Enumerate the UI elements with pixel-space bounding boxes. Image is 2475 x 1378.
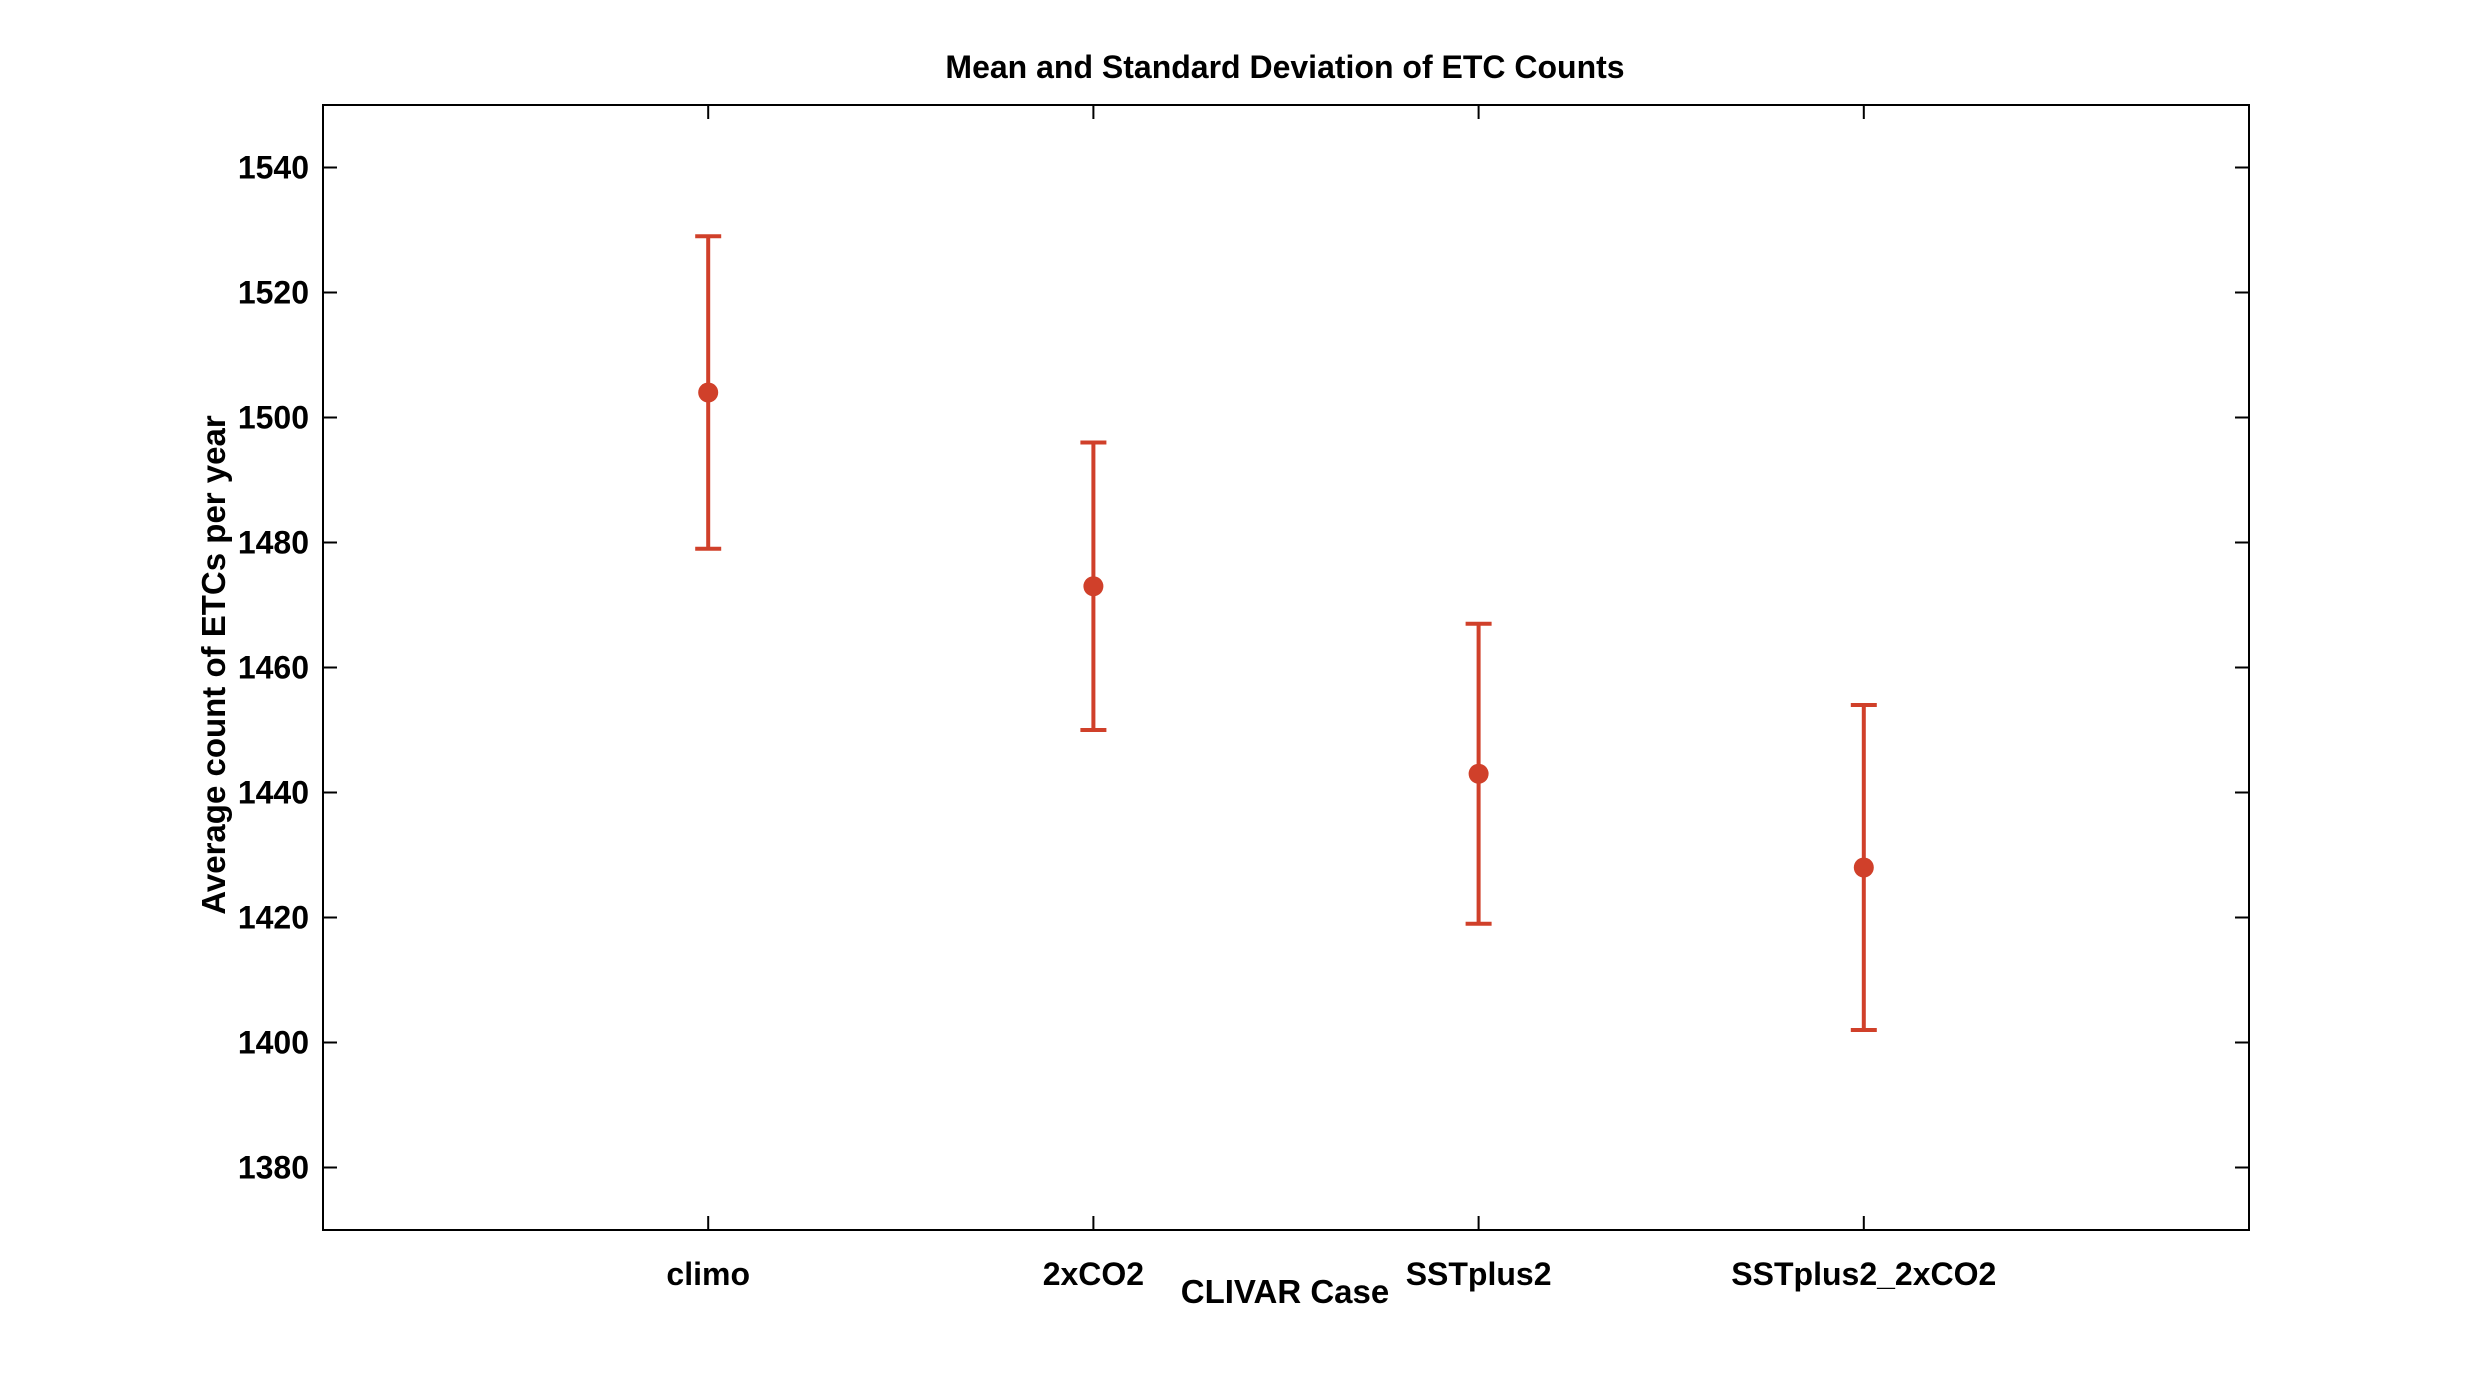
y-tick-label: 1480	[238, 525, 309, 561]
y-tick-label: 1540	[238, 150, 309, 186]
y-axis-title: Average count of ETCs per year	[195, 415, 232, 915]
y-tick-label: 1400	[238, 1025, 309, 1061]
y-tick-label: 1380	[238, 1150, 309, 1186]
plot-frame	[322, 104, 2250, 1231]
y-tick-label: 1440	[238, 775, 309, 811]
mean-marker	[698, 382, 719, 403]
mean-marker	[1468, 763, 1489, 784]
mean-marker	[1083, 576, 1104, 597]
x-tick-label: SSTplus2	[1406, 1256, 1552, 1292]
y-tick-label: 1420	[238, 900, 309, 936]
x-tick-label: SSTplus2_2xCO2	[1731, 1256, 1996, 1292]
y-tick-label: 1460	[238, 650, 309, 686]
y-tick-label: 1500	[238, 400, 309, 436]
plot-area: 1380 1400 1420 1440 1460 1480 1500 1520 1540 clim…	[238, 104, 2250, 1292]
chart-title: Mean and Standard Deviation of ETC Count…	[945, 49, 1624, 85]
x-tick-label: climo	[666, 1256, 750, 1292]
mean-marker	[1853, 857, 1874, 878]
x-axis-title: CLIVAR Case	[1181, 1273, 1389, 1310]
y-tick-label: 1520	[238, 275, 309, 311]
x-tick-label: 2xCO2	[1043, 1256, 1144, 1292]
